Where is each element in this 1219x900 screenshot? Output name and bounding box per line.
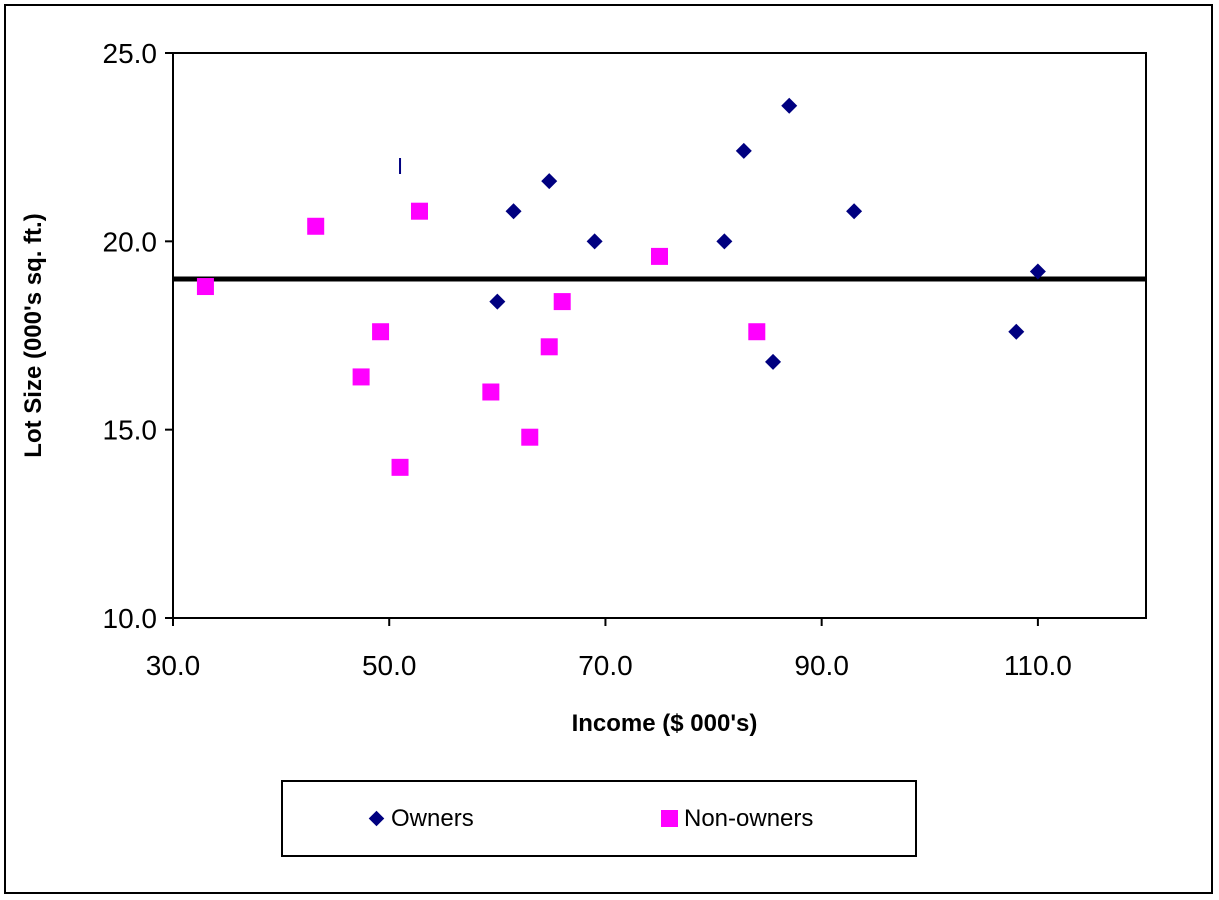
legend-item-owners: Owners [368,782,474,855]
non-owners-point [391,458,409,476]
owners-point [781,97,798,114]
x-axis-title: Income ($ 000's) [572,710,758,737]
non-owners-point [372,323,390,341]
non-owners-point [521,428,539,446]
owners-point [1029,263,1046,280]
non-owners-point [553,293,571,311]
owners-point [489,293,506,310]
plot-border [172,52,1147,619]
owners-point [735,142,752,159]
x-tick-label: 90.0 [794,650,849,681]
y-axis-title: Lot Size (000's sq. ft.) [20,213,47,457]
x-tick-label: 70.0 [578,650,633,681]
owners-point [846,203,863,220]
non-owners-point [651,247,668,265]
non-owners-point [352,368,370,386]
owners-point [765,353,782,370]
y-tick-label: 20.0 [103,226,158,257]
owners-point [1008,323,1025,340]
legend: Owners Non-owners [281,780,917,857]
legend-item-non-owners: Non-owners [661,782,813,855]
x-tick-label: 110.0 [1004,650,1072,681]
non-owners-point [540,338,558,356]
non-owners-point [410,202,428,220]
non-owners-point [307,217,325,235]
owners-diamond-icon [368,810,385,827]
owners-point [586,233,603,250]
legend-label-owners: Owners [391,804,474,832]
non-owners-point [748,323,766,341]
non-owners-square-icon [661,810,678,827]
y-tick-label: 15.0 [103,415,158,446]
y-tick-label: 25.0 [103,38,158,69]
y-tick-label: 10.0 [103,603,158,634]
x-tick-label: 50.0 [362,650,417,681]
owners-point [716,233,733,250]
non-owners-point [482,383,500,401]
plot-area: 10.0 15.0 20.0 25.0 30.0 50.0 70.0 90.0 110.0 Inc… [20,38,1147,737]
x-tick-label: 30.0 [146,650,201,681]
owners-point [505,203,522,220]
legend-label-non-owners: Non-owners [684,804,814,832]
non-owners-point [196,278,214,296]
owners-point [541,173,558,190]
